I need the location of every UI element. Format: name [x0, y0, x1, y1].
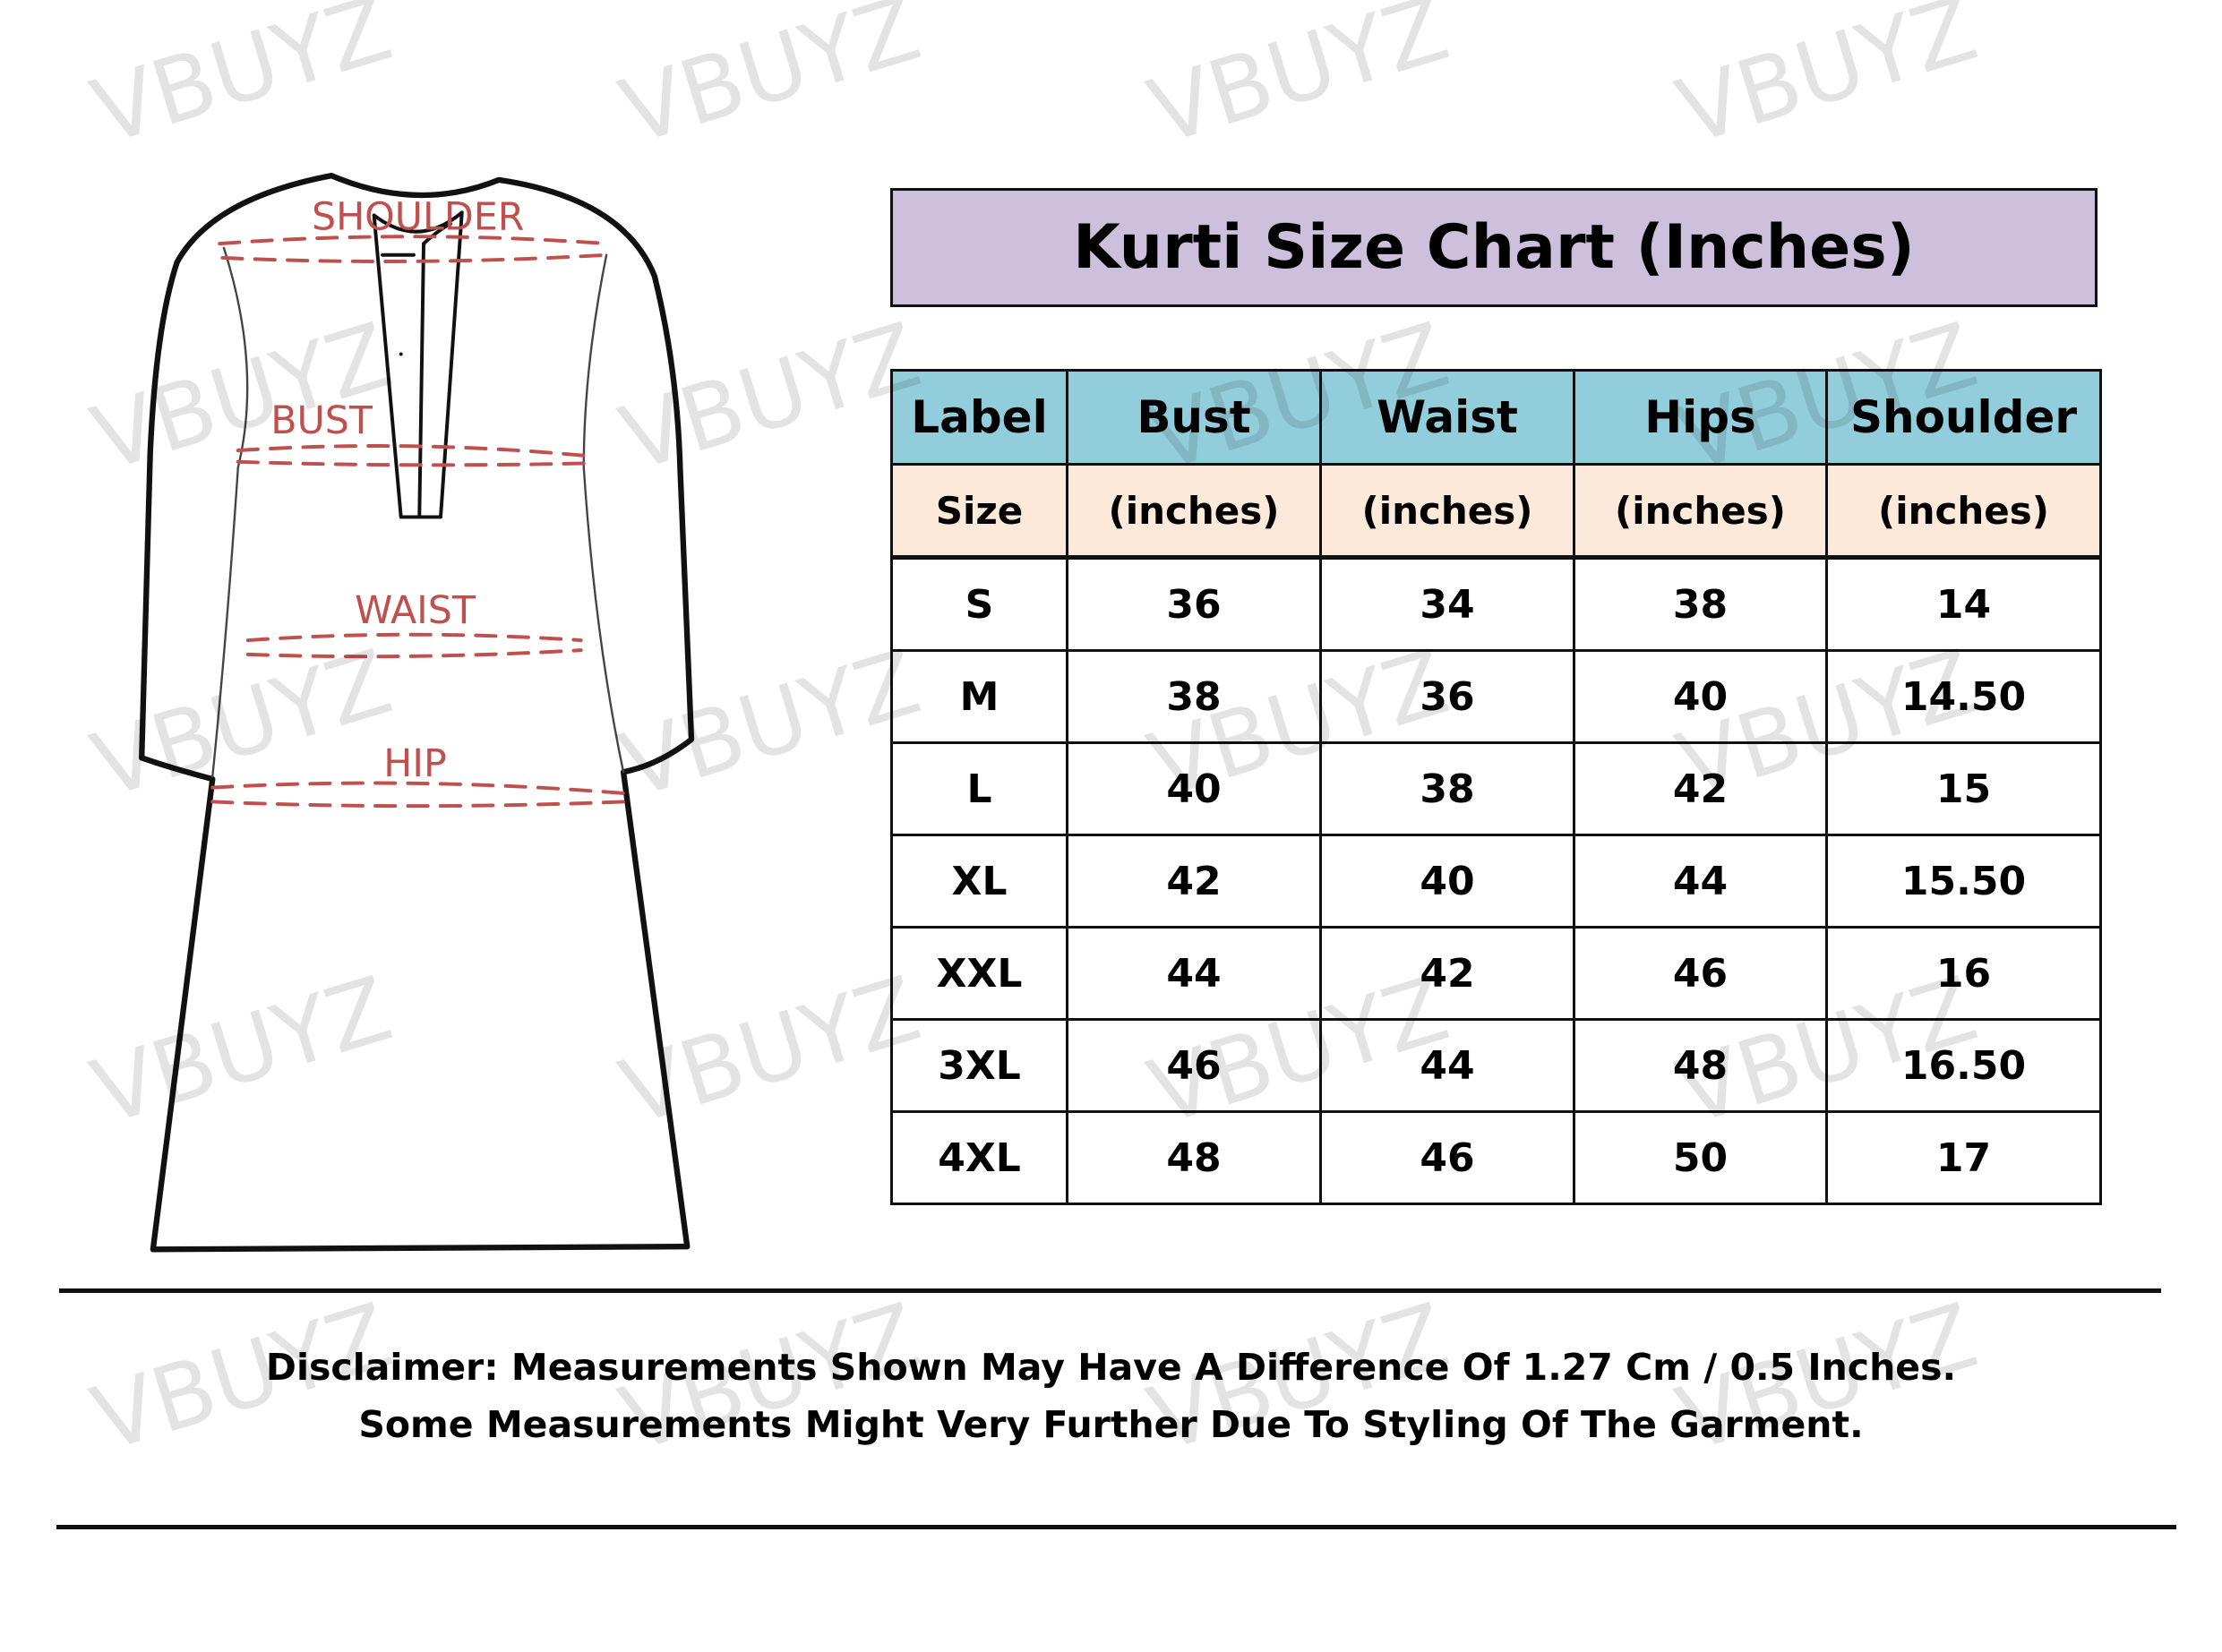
- placket: [372, 210, 464, 519]
- measurement-cell: 38: [1319, 741, 1575, 836]
- size-label-cell: S: [890, 556, 1068, 652]
- size-label-cell: XL: [890, 834, 1068, 929]
- size-label-cell: L: [890, 741, 1068, 836]
- size-label-cell: XXL: [890, 926, 1068, 1021]
- measurement-cell: 38: [1573, 556, 1828, 652]
- disclaimer-line-1: Disclaimer: Measurements Shown May Have …: [265, 1346, 1957, 1389]
- subheader-cell: (inches): [1319, 463, 1575, 559]
- header-cell: Bust: [1066, 369, 1322, 466]
- subheader-cell: (inches): [1066, 463, 1322, 559]
- table-row: XXL 44 42 46 16: [890, 926, 2102, 1021]
- subheader-cell: Size: [890, 463, 1068, 559]
- measurement-cell: 40: [1319, 834, 1575, 929]
- divider-top: [59, 1288, 2161, 1293]
- measurement-cell: 46: [1066, 1018, 1322, 1113]
- watermark: VBUYZ: [1137, 0, 1460, 166]
- size-table: Label Bust Waist Hips Shoulder Size (inc…: [890, 369, 2102, 1205]
- table-row: 4XL 48 46 50 17: [890, 1110, 2102, 1205]
- header-cell: Shoulder: [1825, 369, 2102, 466]
- header-cell: Label: [890, 369, 1068, 466]
- measurement-cell: 42: [1319, 926, 1575, 1021]
- bust-label: BUST: [270, 398, 373, 443]
- header-row: Label Bust Waist Hips Shoulder: [890, 369, 2102, 466]
- divider-bottom: [56, 1525, 2176, 1529]
- chart-title-box: Kurti Size Chart (Inches): [890, 188, 2098, 307]
- measurement-cell: 42: [1573, 741, 1828, 836]
- measurement-cell: 17: [1825, 1110, 2102, 1205]
- measurement-cell: 40: [1066, 741, 1322, 836]
- measurement-cell: 14.50: [1825, 649, 2102, 744]
- measurement-cell: 16: [1825, 926, 2102, 1021]
- chart-title: Kurti Size Chart (Inches): [1073, 212, 1915, 283]
- measurement-cell: 14: [1825, 556, 2102, 652]
- size-label-cell: M: [890, 649, 1068, 744]
- measurement-cell: 48: [1573, 1018, 1828, 1113]
- measure-lines: [210, 235, 626, 809]
- measurement-cell: 15.50: [1825, 834, 2102, 929]
- subheader-row: Size (inches) (inches) (inches) (inches): [890, 463, 2102, 559]
- kurti-outline: [139, 173, 695, 1253]
- header-cell: Hips: [1573, 369, 1828, 466]
- measurement-cell: 36: [1066, 556, 1322, 652]
- measurement-cell: 15: [1825, 741, 2102, 836]
- table-row: S 36 34 38 14: [890, 556, 2102, 652]
- measurement-cell: 50: [1573, 1110, 1828, 1205]
- measurement-cell: 42: [1066, 834, 1322, 929]
- size-label-cell: 3XL: [890, 1018, 1068, 1113]
- measurement-cell: 40: [1573, 649, 1828, 744]
- measurement-cell: 44: [1066, 926, 1322, 1021]
- table-row: M 38 36 40 14.50: [890, 649, 2102, 744]
- table-row: L 40 38 42 15: [890, 741, 2102, 836]
- measurement-cell: 44: [1319, 1018, 1575, 1113]
- hip-label: HIP: [383, 741, 446, 786]
- armhole-line-left: [211, 246, 249, 778]
- table-row: 3XL 46 44 48 16.50: [890, 1018, 2102, 1113]
- subheader-cell: (inches): [1573, 463, 1828, 559]
- waist-label: WAIST: [355, 588, 476, 633]
- measurement-cell: 48: [1066, 1110, 1322, 1205]
- measurement-cell: 44: [1573, 834, 1828, 929]
- disclaimer-line-2: Some Measurements Might Very Further Due…: [358, 1403, 1864, 1446]
- armhole-line-right: [582, 253, 625, 774]
- measurement-cell: 36: [1319, 649, 1575, 744]
- measurement-cell: 38: [1066, 649, 1322, 744]
- measurement-cell: 34: [1319, 556, 1575, 652]
- size-label-cell: 4XL: [890, 1110, 1068, 1205]
- measurement-cell: 46: [1319, 1110, 1575, 1205]
- measurement-cell: 16.50: [1825, 1018, 2102, 1113]
- measurement-cell: 46: [1573, 926, 1828, 1021]
- watermark: VBUYZ: [1666, 0, 1988, 166]
- kurti-measurement-diagram: SHOULDER BUST WAIST HIP: [139, 173, 695, 1253]
- subheader-cell: (inches): [1825, 463, 2102, 559]
- header-cell: Waist: [1319, 369, 1575, 466]
- table-row: XL 42 40 44 15.50: [890, 834, 2102, 929]
- shoulder-label: SHOULDER: [312, 194, 524, 239]
